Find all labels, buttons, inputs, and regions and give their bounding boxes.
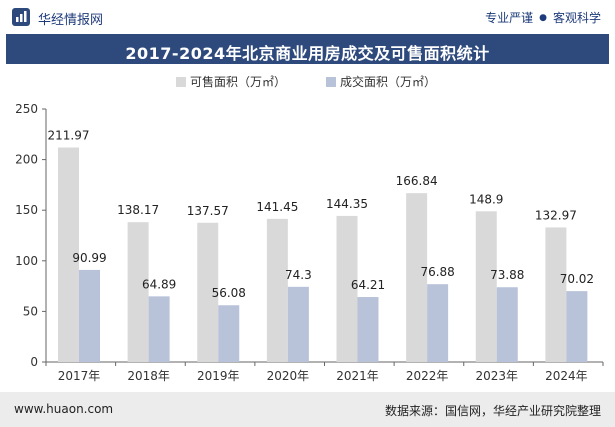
x-tick-label: 2017年: [58, 369, 101, 383]
y-tick-label: 0: [30, 355, 38, 369]
y-tick-label: 50: [23, 304, 38, 318]
data-label: 70.02: [560, 272, 594, 286]
legend-swatch-1: [176, 77, 186, 87]
footer-url[interactable]: www.huaon.com: [14, 402, 114, 416]
y-tick-label: 200: [15, 153, 38, 167]
legend-label-1: 可售面积（万㎡）: [190, 74, 286, 89]
bar-chart: 可售面积（万㎡） 成交面积（万㎡） 0 50 100 150 200 250 211.97 90.…: [15, 74, 604, 383]
data-label: 64.89: [142, 277, 176, 291]
data-label: 64.21: [351, 278, 385, 292]
y-tick-label: 150: [15, 203, 38, 217]
top-bar: 华经情报网 专业严谨 ● 客观科学: [0, 0, 615, 34]
data-label: 73.88: [490, 268, 524, 282]
x-tick-label: 2022年: [406, 369, 449, 383]
bar-available: [58, 147, 79, 362]
bar-available: [406, 193, 428, 362]
bar-available: [336, 215, 358, 362]
bar-available: [266, 218, 288, 362]
data-label: 138.17: [117, 203, 159, 217]
bar-available: [475, 211, 497, 362]
bar-available: [545, 227, 567, 362]
tagline-left: 专业严谨: [485, 11, 534, 25]
title-bar: 2017-2024年北京商业用房成交及可售面积统计: [6, 34, 609, 64]
bar-transacted: [427, 284, 449, 362]
x-tick-label: 2023年: [475, 369, 518, 383]
tagline: 专业严谨 ● 客观科学: [485, 9, 601, 26]
bar-transacted: [79, 269, 100, 362]
bar-available: [197, 222, 219, 362]
site-name: 华经情报网: [38, 13, 104, 28]
data-label: 132.97: [535, 208, 577, 222]
bar-transacted: [496, 287, 518, 362]
bar-transacted: [357, 297, 379, 362]
x-tick-label: 2019年: [197, 369, 240, 383]
data-label: 90.99: [72, 251, 106, 265]
data-label: 166.84: [396, 174, 438, 188]
x-tick-label: 2024年: [545, 369, 588, 383]
bar-transacted: [218, 305, 240, 362]
legend-label-2: 成交面积（万㎡）: [340, 74, 436, 89]
y-tick-label: 100: [15, 254, 38, 268]
data-label: 137.57: [187, 204, 229, 218]
data-label: 76.88: [420, 265, 454, 279]
y-tick-label: 250: [15, 102, 38, 116]
footer-source: 数据来源：国信网，华经产业研究院整理: [384, 404, 601, 418]
x-tick-label: 2020年: [267, 369, 310, 383]
legend-swatch-2: [326, 77, 336, 87]
bar-transacted: [287, 286, 309, 362]
x-tick-label: 2021年: [336, 369, 379, 383]
bar-available: [127, 222, 149, 362]
logo-icon: [12, 8, 30, 26]
data-label: 144.35: [326, 197, 368, 211]
x-tick-label: 2018年: [127, 369, 170, 383]
chart-title: 2017-2024年北京商业用房成交及可售面积统计: [125, 44, 490, 63]
bar-transacted: [566, 291, 588, 362]
bar-transacted: [148, 296, 170, 362]
data-label: 74.3: [285, 268, 312, 282]
data-label: 56.08: [212, 286, 246, 300]
data-label: 148.9: [469, 192, 503, 206]
data-label: 211.97: [48, 128, 90, 142]
footer: www.huaon.com 数据来源：国信网，华经产业研究院整理: [0, 392, 615, 427]
tagline-separator: ●: [539, 12, 547, 23]
tagline-right: 客观科学: [552, 11, 601, 25]
data-label: 141.45: [256, 200, 298, 214]
